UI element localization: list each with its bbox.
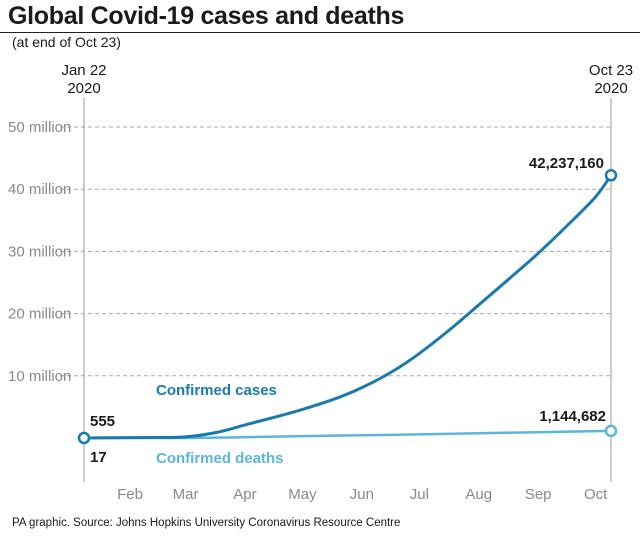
x-tick-label: Aug xyxy=(465,486,492,503)
end-date-label: Oct 23 xyxy=(589,62,633,79)
x-tick-label: Jul xyxy=(410,486,429,503)
x-tick-label: Oct xyxy=(584,486,608,503)
deaths-end-label: 1,144,682 xyxy=(539,408,606,425)
x-tick-label: Sep xyxy=(525,486,552,503)
x-tick-label: Apr xyxy=(233,486,256,503)
series-line-confirmed-cases xyxy=(83,174,613,440)
y-tick-label: 30 million xyxy=(8,243,71,260)
x-tick-label: Mar xyxy=(173,486,199,503)
chart-title: Global Covid-19 cases and deaths xyxy=(8,2,405,30)
start-date-label: Jan 22 xyxy=(61,62,106,79)
x-tick-label: Jun xyxy=(350,486,374,503)
title-rule xyxy=(0,32,640,33)
x-tick-label: Feb xyxy=(117,486,143,503)
chart-subtitle: (at end of Oct 23) xyxy=(12,34,121,50)
y-tick-label: 20 million xyxy=(8,306,71,323)
series-label-confirmed-cases: Confirmed cases xyxy=(156,382,277,399)
cases-start-marker xyxy=(77,431,91,445)
series-label-confirmed-deaths: Confirmed deaths xyxy=(156,450,284,467)
start-year-label: 2020 xyxy=(67,80,100,97)
y-tick-label: 50 million xyxy=(8,119,71,136)
deaths-end-marker xyxy=(604,424,618,438)
deaths-start-label: 17 xyxy=(90,449,107,466)
cases-start-label: 555 xyxy=(90,413,115,430)
cases-end-label: 42,237,160 xyxy=(529,155,604,172)
source-note: PA graphic. Source: Johns Hopkins Univer… xyxy=(12,517,401,529)
cases-end-marker xyxy=(604,169,618,182)
end-year-label: 2020 xyxy=(594,80,627,97)
x-tick-label: May xyxy=(288,486,317,503)
y-tick-label: 40 million xyxy=(8,181,71,198)
y-tick-label: 10 million xyxy=(8,368,71,385)
